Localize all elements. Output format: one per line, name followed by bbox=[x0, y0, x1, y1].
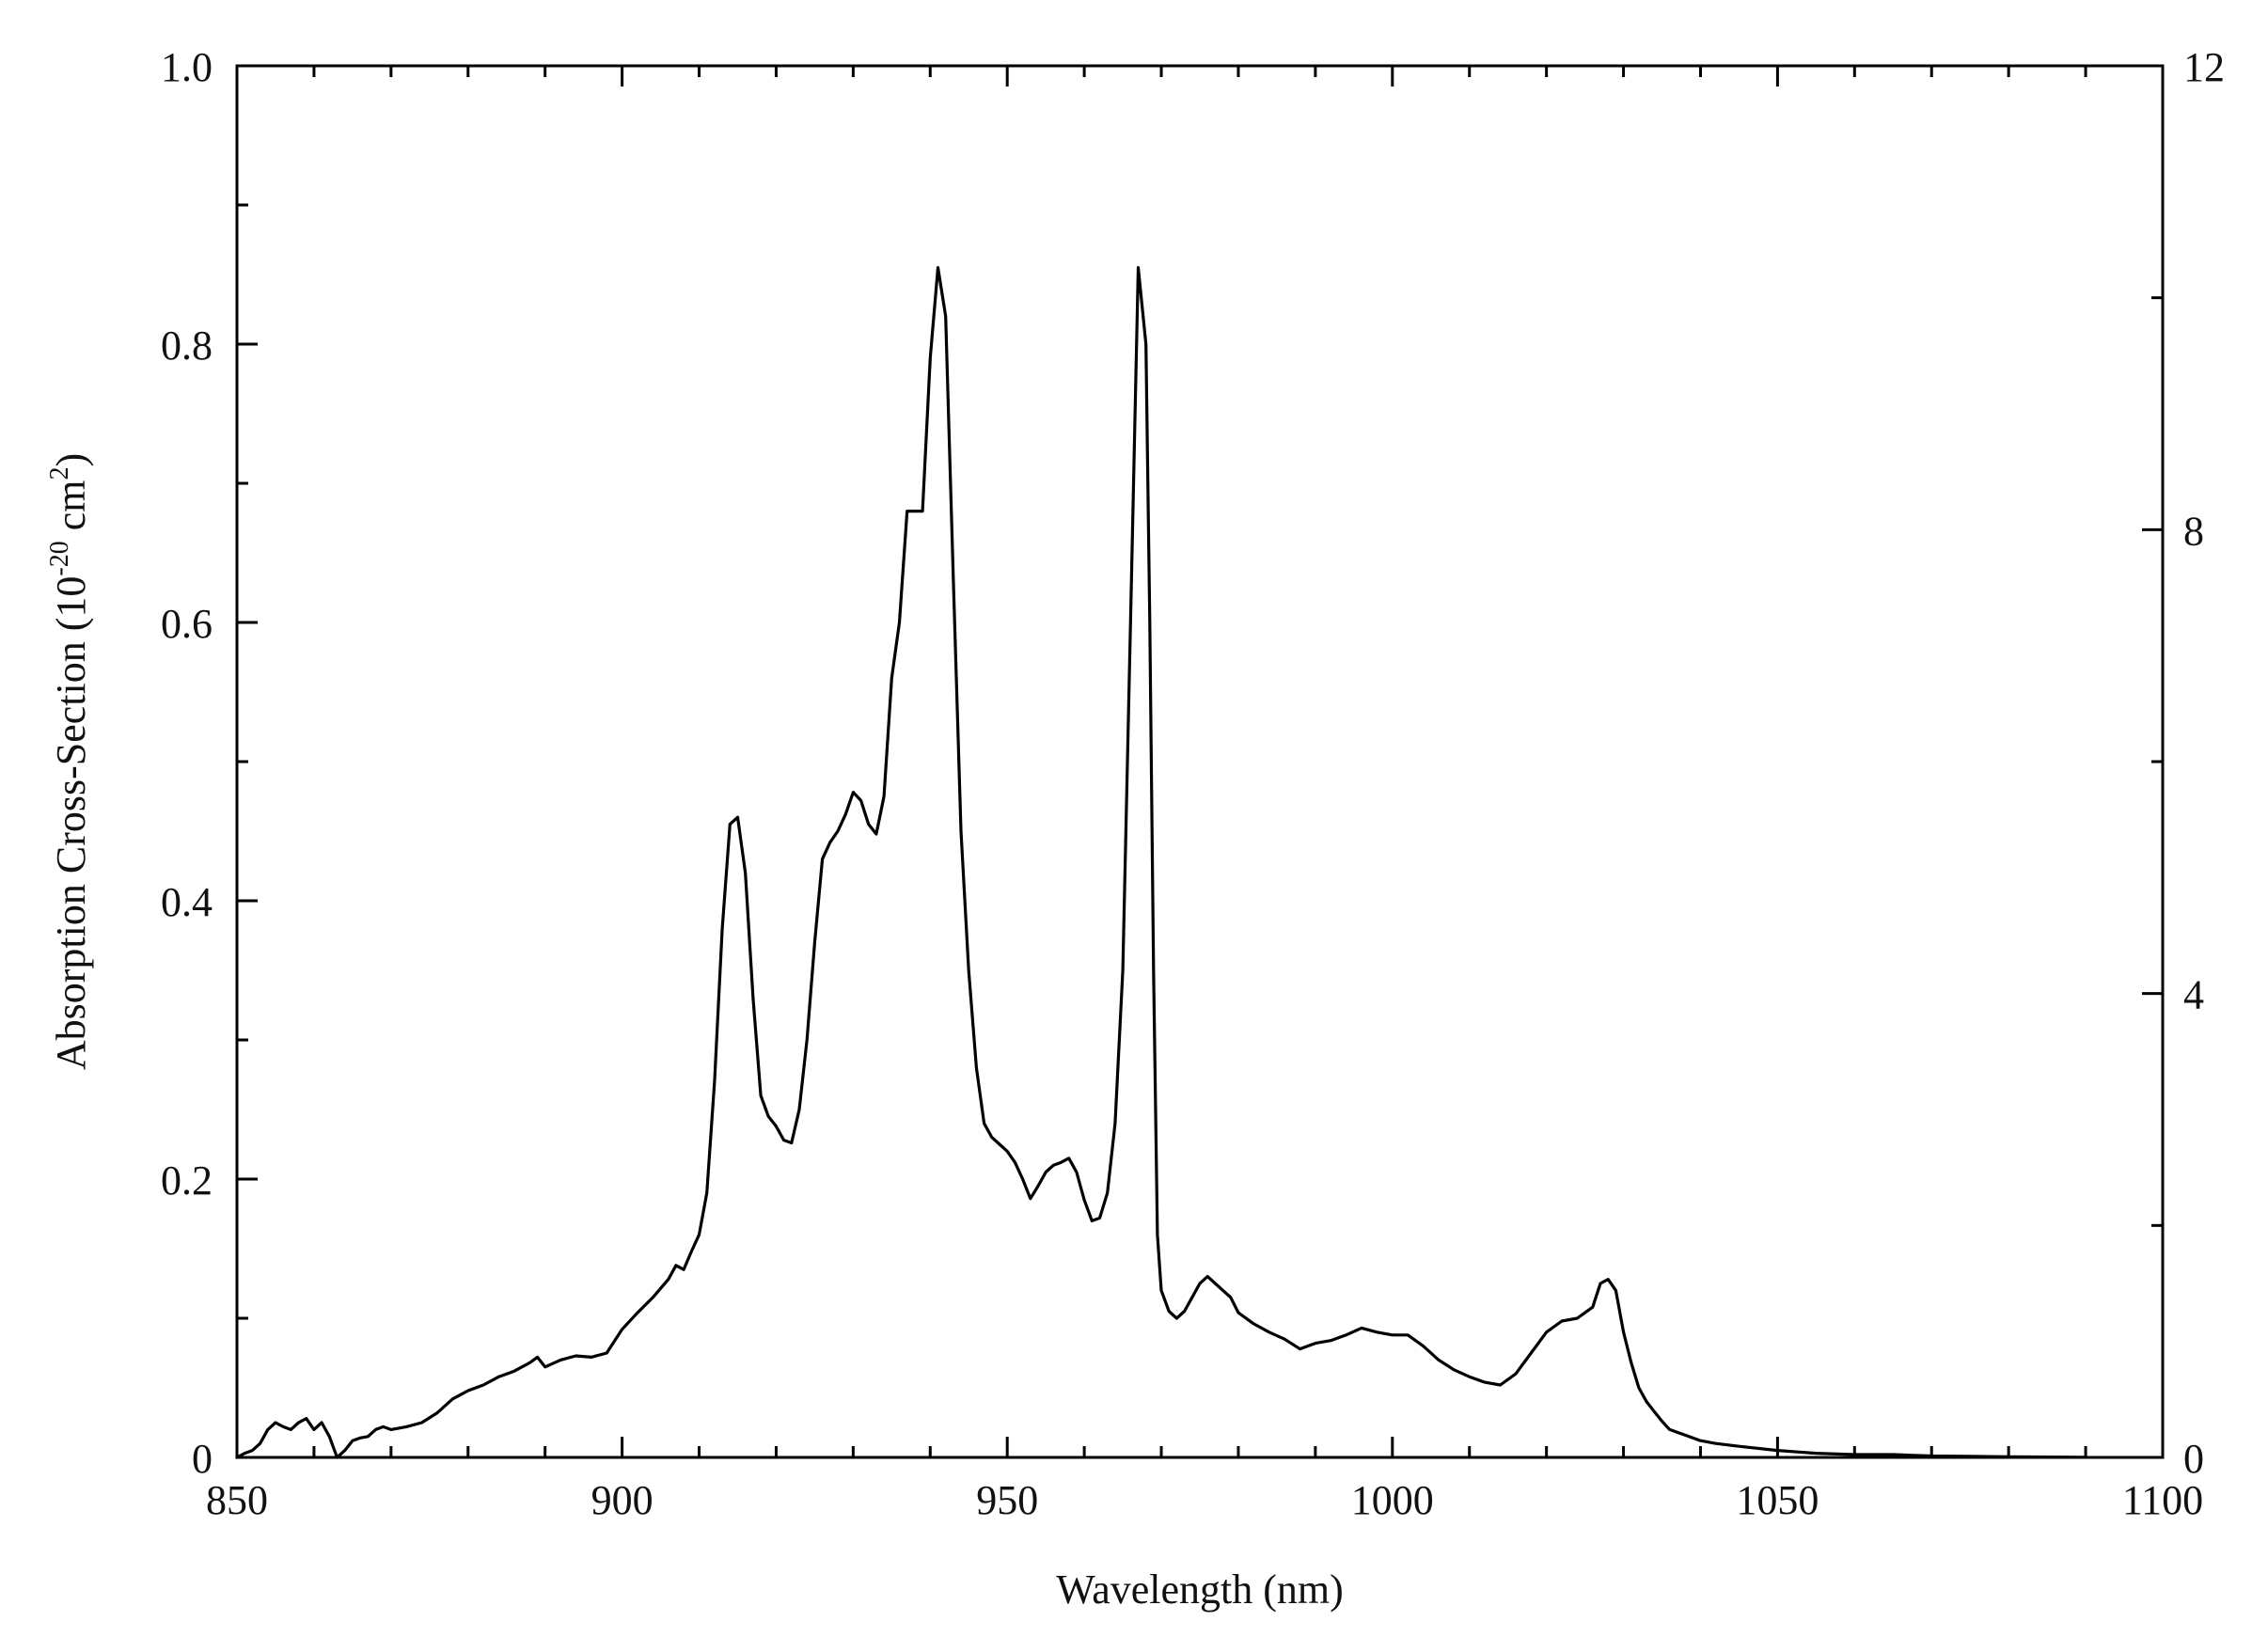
y2-tick-label: 0 bbox=[2183, 1436, 2204, 1482]
y-axis-title-prefix: Absorption Cross-Section (10 bbox=[48, 576, 94, 1071]
y-tick-label: 0.6 bbox=[161, 601, 213, 647]
spectrum-line bbox=[235, 266, 2087, 1459]
y-axis-title-exponent-1: -20 bbox=[45, 541, 74, 575]
x-tick-label: 1000 bbox=[1351, 1477, 1434, 1523]
x-tick-label: 1050 bbox=[1736, 1477, 1819, 1523]
y-axis-title-suffix: ) bbox=[48, 453, 94, 467]
y-tick-label: 0.2 bbox=[161, 1157, 213, 1204]
y2-tick-label: 12 bbox=[2183, 44, 2225, 90]
x-tick-label: 1100 bbox=[2122, 1477, 2203, 1523]
y-tick-label: 0.4 bbox=[161, 879, 213, 925]
plot-frame bbox=[235, 64, 2165, 1459]
x-axis-title: Wavelength (nm) bbox=[1056, 1566, 1344, 1613]
y-axis-title-exponent-2: 2 bbox=[45, 467, 74, 480]
y-tick-label: 1.0 bbox=[161, 44, 213, 90]
y-tick-label: 0.8 bbox=[161, 323, 213, 369]
y2-tick-label: 8 bbox=[2183, 508, 2204, 554]
y2-tick-label: 4 bbox=[2183, 972, 2204, 1018]
y-axis-title: Absorption Cross-Section (10-20 cm2) bbox=[45, 453, 94, 1070]
y-axis-title-middle: cm bbox=[48, 480, 94, 542]
axis-ticks bbox=[235, 64, 2165, 1459]
x-tick-label: 850 bbox=[206, 1477, 268, 1523]
tick-labels: 850 900 950 1000 1050 110000.20.40.60.81.0048… bbox=[161, 44, 2225, 1523]
y-tick-label: 0 bbox=[192, 1436, 213, 1482]
x-tick-label: 950 bbox=[976, 1477, 1038, 1523]
x-tick-label: 900 bbox=[591, 1477, 654, 1523]
